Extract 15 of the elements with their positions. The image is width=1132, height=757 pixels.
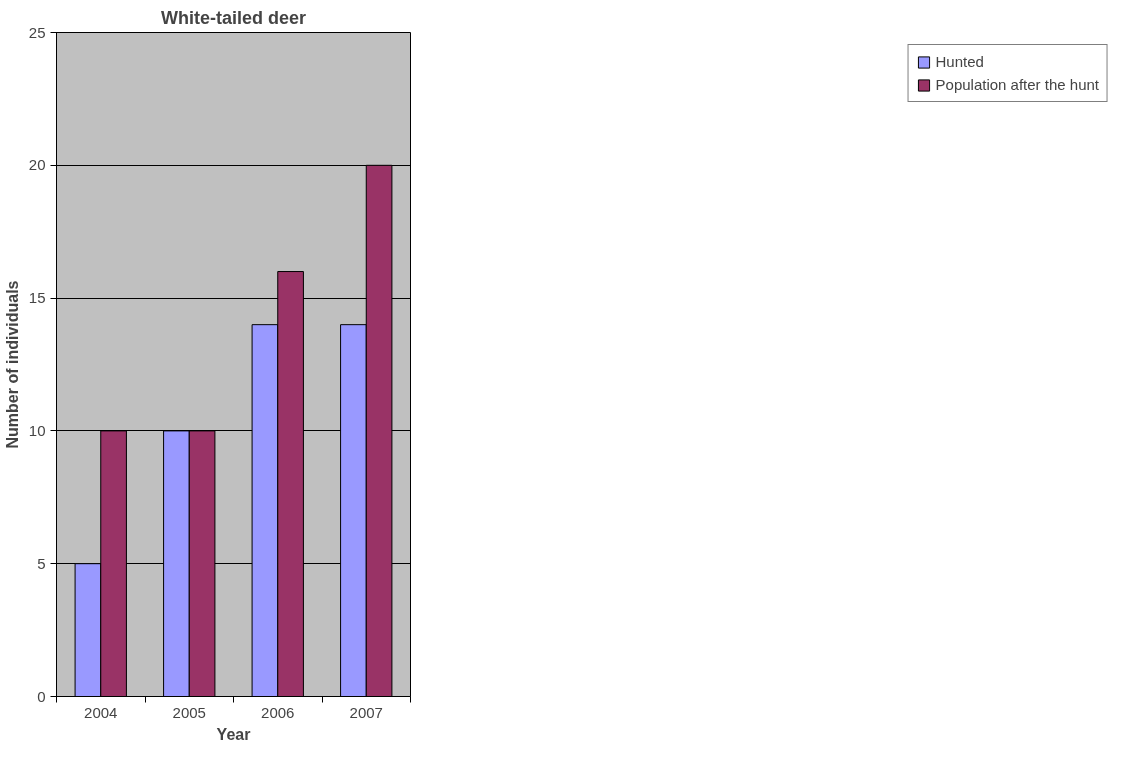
y-tick-label: 25 [28,23,46,41]
legend-label: Hunted [935,53,984,70]
y-tick-label: 10 [28,421,46,439]
x-tick-label: 2004 [84,703,118,721]
y-tick-label: 5 [37,554,46,572]
chart-title: White-tailed deer [160,7,307,28]
y-axis-title: Number of individuals [3,280,21,449]
y-tick-label: 15 [28,289,46,307]
x-tick-label: 2007 [349,703,383,721]
x-tick-label: 2005 [172,703,206,721]
x-axis-title: Year [216,725,251,743]
x-tick-label: 2006 [261,703,295,721]
y-tick-label: 20 [28,156,46,174]
legend-label: Population after the hunt [935,76,1099,93]
y-tick-label: 0 [37,687,46,705]
